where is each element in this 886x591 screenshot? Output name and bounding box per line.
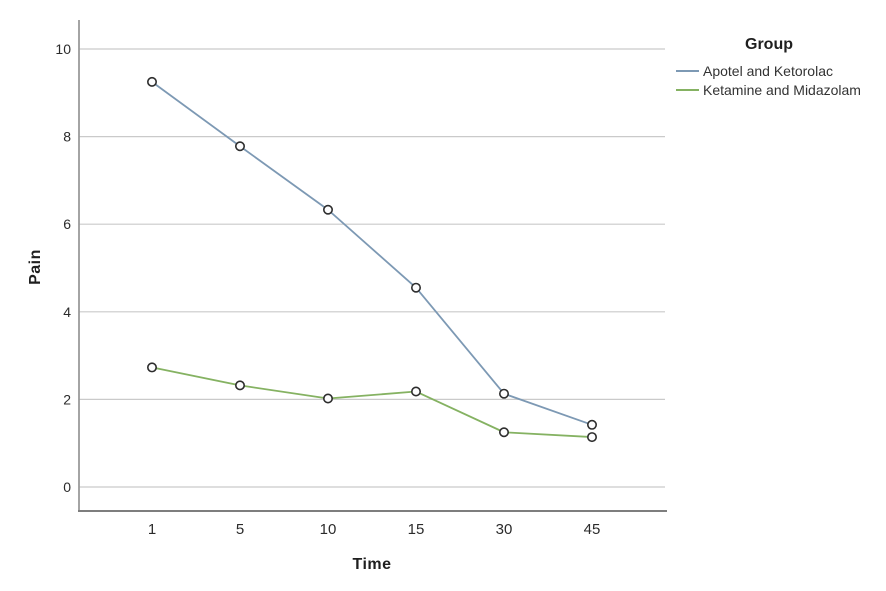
data-point-marker [235, 380, 246, 391]
legend-line-swatch-green [676, 88, 699, 91]
y-tick-label: 2 [63, 391, 71, 407]
x-tick-label: 1 [148, 521, 156, 538]
data-point-marker [410, 282, 421, 293]
legend-label: Ketamine and Midazolam [703, 81, 861, 98]
x-tick-label: 30 [496, 521, 513, 538]
data-point-marker [147, 76, 158, 87]
data-point-marker [586, 432, 597, 443]
y-tick-label: 4 [63, 304, 71, 320]
x-axis-title: Time [352, 556, 392, 573]
x-tick-label: 45 [584, 521, 601, 538]
legend: Group Apotel and Ketorolac Ketamine and … [676, 36, 876, 99]
data-point-marker [147, 362, 158, 373]
y-tick-label: 10 [55, 41, 71, 57]
x-tick-label: 5 [236, 521, 244, 538]
y-axis-title: Pain [27, 249, 44, 285]
y-tick-label: 8 [63, 129, 71, 145]
y-tick-label: 0 [63, 479, 71, 495]
x-tick-label: 15 [408, 521, 425, 538]
data-point-marker [498, 427, 509, 438]
legend-item-ketamine-and-midazolam: Ketamine and Midazolam [676, 80, 876, 99]
y-tick-label: 6 [63, 216, 71, 232]
data-point-marker [586, 419, 597, 430]
x-tick-label: 10 [320, 521, 337, 538]
legend-label: Apotel and Ketorolac [703, 62, 833, 79]
data-point-marker [235, 141, 246, 152]
data-point-marker [410, 386, 421, 397]
series-line [151, 81, 593, 426]
legend-line-swatch-blue [676, 69, 699, 72]
data-point-marker [322, 393, 333, 404]
data-point-marker [322, 204, 333, 215]
legend-title: Group [745, 36, 793, 53]
legend-item-apotel-and-ketorolac: Apotel and Ketorolac [676, 61, 876, 80]
data-point-marker [498, 388, 509, 399]
series-line [151, 366, 593, 438]
